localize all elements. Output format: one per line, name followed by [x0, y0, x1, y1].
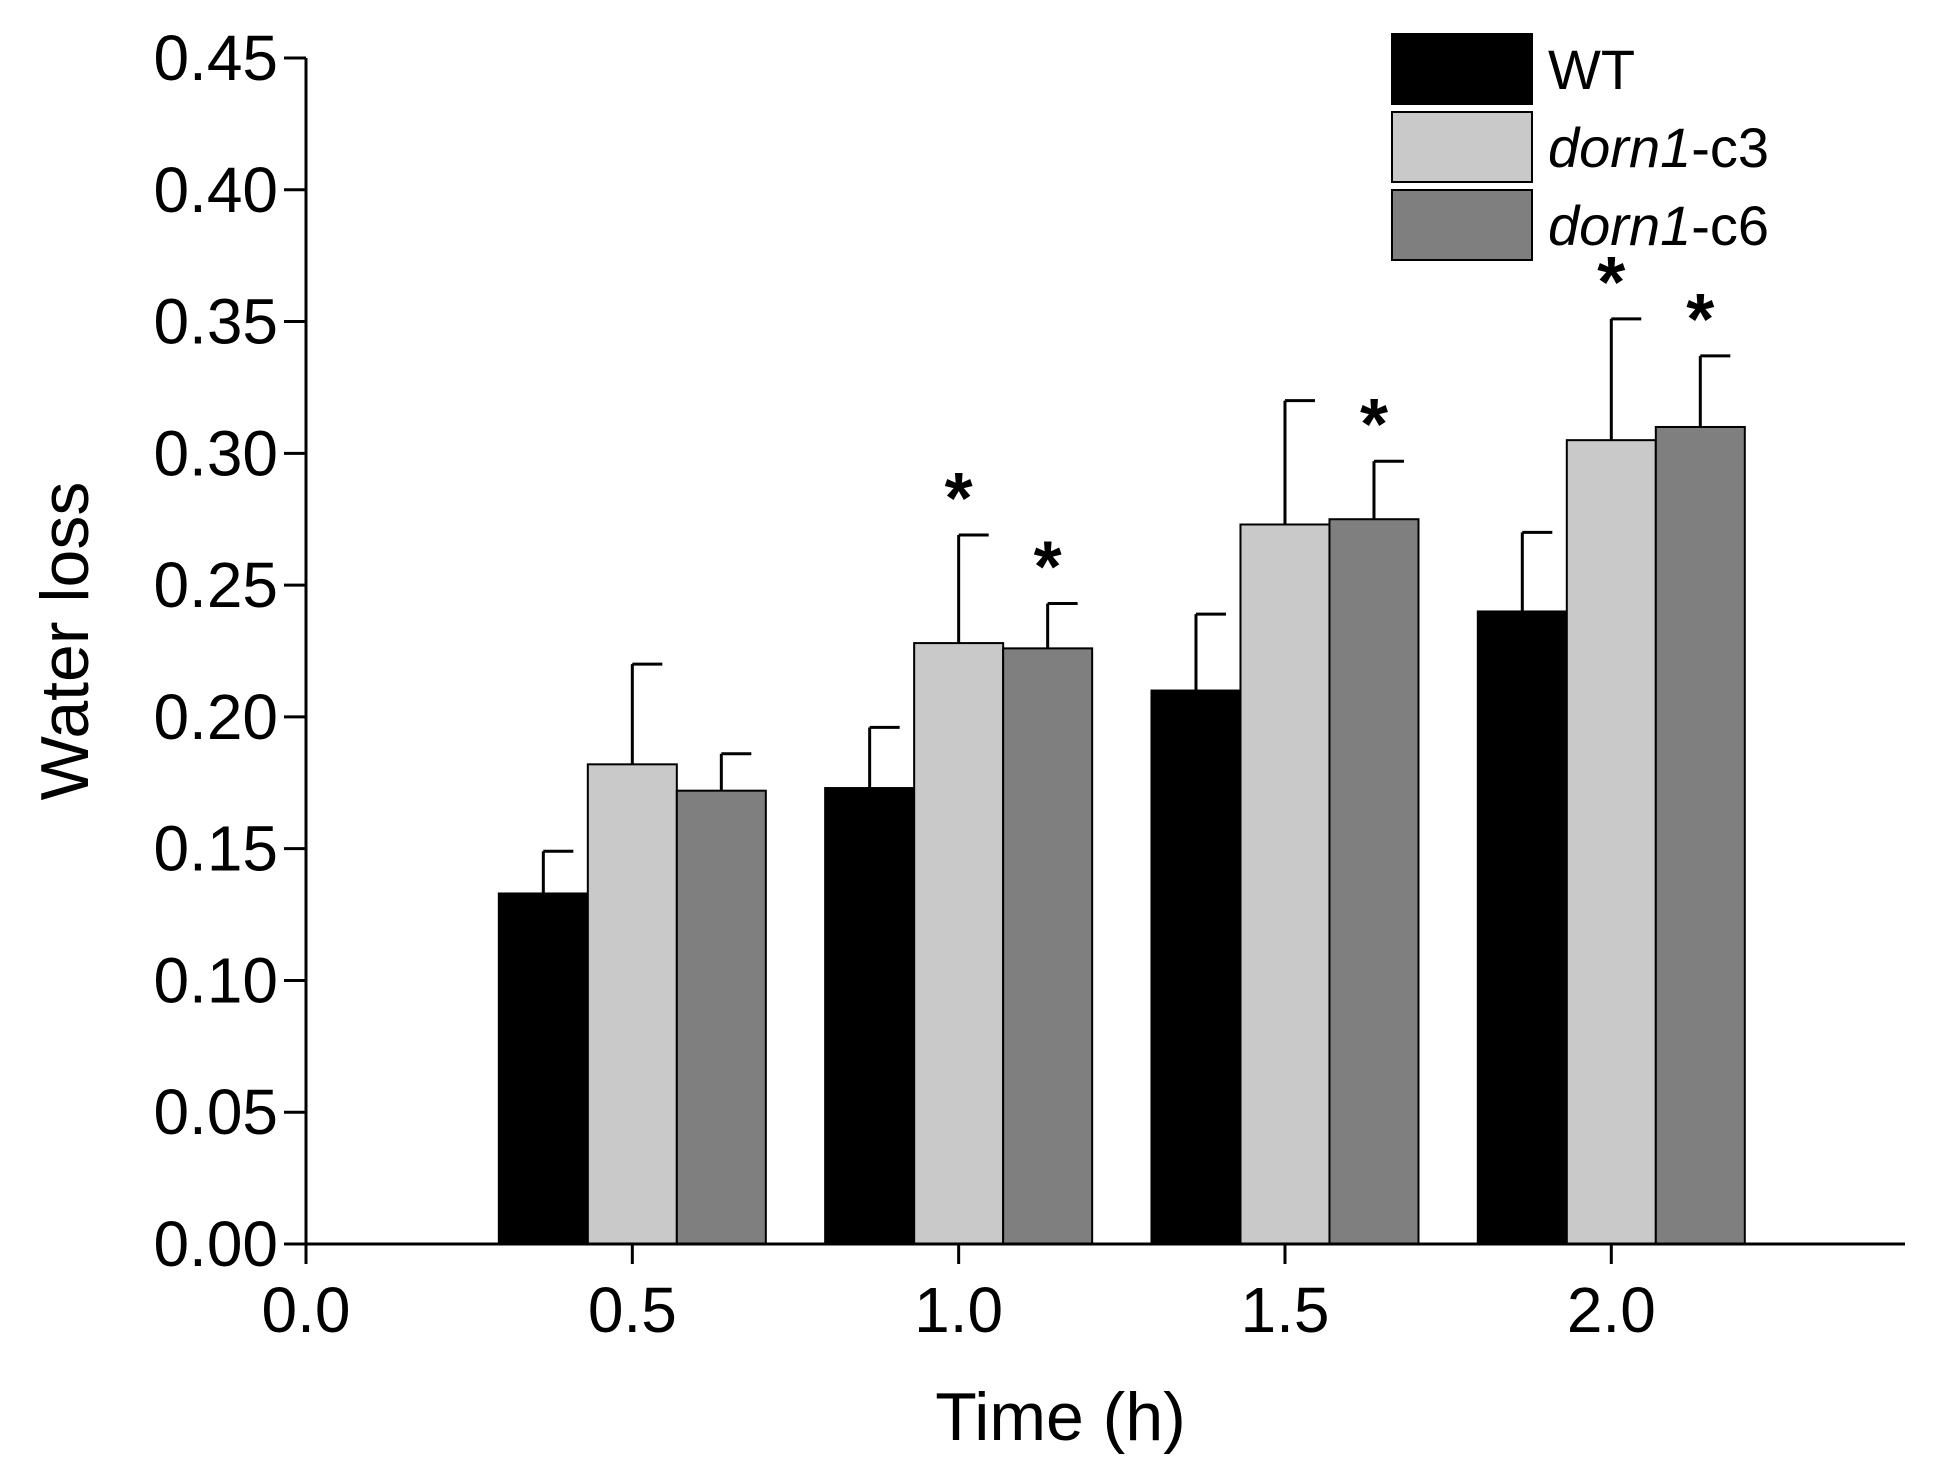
significance-star-dorn1-c6-1.5: * — [1360, 385, 1388, 465]
y-tick-label: 0.15 — [153, 813, 278, 885]
significance-star-dorn1-c3-1.0: * — [945, 459, 973, 539]
x-tick-label: 0.0 — [262, 1274, 351, 1346]
y-tick-label: 0.00 — [153, 1208, 278, 1280]
significance-star-dorn1-c6-2.0: * — [1686, 280, 1714, 360]
legend-swatch-dorn1-c3 — [1391, 111, 1533, 183]
x-axis-title: Time (h) — [935, 1379, 1186, 1455]
significance-markers-layer: * * * * * — [945, 243, 1715, 608]
bar-dorn1-c6-2.0 — [1654, 425, 1746, 1245]
bars-layer — [497, 425, 1746, 1246]
legend-swatch-dorn1-c6 — [1391, 189, 1533, 261]
x-tick-label: 2.0 — [1567, 1274, 1656, 1346]
y-tick-label: 0.30 — [153, 417, 278, 489]
bar-dorn1-c6-1.5 — [1328, 518, 1420, 1245]
legend-label-dorn1-c6: dorn1-c6 — [1548, 194, 1769, 257]
bar-dorn1-c3-1.0 — [913, 642, 1005, 1245]
bar-dorn1-c6-0.5 — [675, 789, 767, 1245]
y-tick-label: 0.20 — [153, 681, 278, 753]
bar-dorn1-c3-2.0 — [1565, 439, 1657, 1245]
x-tick-label: 1.0 — [914, 1274, 1003, 1346]
bar-WT-1.0 — [824, 787, 916, 1245]
legend-label-dorn1-c3: dorn1-c3 — [1548, 116, 1769, 179]
y-tick-label: 0.35 — [153, 286, 278, 358]
bar-dorn1-c3-0.5 — [586, 763, 678, 1246]
legend: WT dorn1-c3 dorn1-c6 — [1391, 33, 1769, 261]
significance-star-dorn1-c3-2.0: * — [1597, 243, 1625, 323]
legend-swatch-WT — [1391, 33, 1533, 105]
bar-WT-2.0 — [1476, 610, 1568, 1245]
y-tick-label: 0.40 — [153, 154, 278, 226]
y-axis-title: Water loss — [27, 482, 103, 801]
legend-label-WT: WT — [1548, 38, 1635, 101]
x-tick-label: 1.5 — [1240, 1274, 1329, 1346]
y-tick-label: 0.25 — [153, 549, 278, 621]
bar-WT-0.5 — [497, 892, 589, 1246]
bar-WT-1.5 — [1150, 689, 1242, 1245]
y-tick-label: 0.10 — [153, 944, 278, 1016]
x-tick-label: 0.5 — [588, 1274, 677, 1346]
y-tick-label: 0.45 — [153, 22, 278, 94]
axes-layer: 0.00 0.05 0.10 0.15 0.20 0.25 0.30 0.35 0.40 0.45… — [27, 22, 1905, 1455]
y-tick-label: 0.05 — [153, 1076, 278, 1148]
bar-dorn1-c6-1.0 — [1002, 647, 1094, 1245]
bar-dorn1-c3-1.5 — [1239, 523, 1331, 1245]
significance-star-dorn1-c6-1.0: * — [1034, 528, 1062, 608]
error-bars-layer — [541, 317, 1731, 894]
